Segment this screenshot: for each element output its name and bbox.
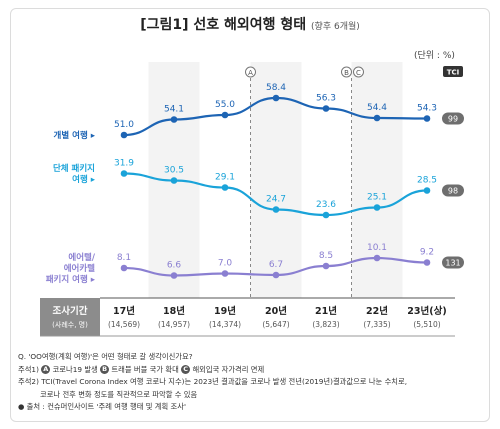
series-name-group: 여행 ▸ (72, 174, 96, 185)
note1-prefix: 주석1) (18, 364, 39, 374)
data-point-group (322, 211, 330, 219)
x-tick-label: 21년 (315, 305, 337, 317)
note1-a: 코로나19 발생 (52, 364, 98, 374)
data-label-airtel: 8.1 (117, 253, 131, 263)
data-label-individual: 58.4 (266, 83, 286, 93)
period-header: 조사기간 (53, 305, 88, 317)
marker-c-icon: C (181, 365, 191, 374)
tci-value-group: 98 (448, 187, 458, 196)
data-label-group: 24.7 (266, 195, 286, 205)
data-point-group (221, 184, 229, 191)
chart-title: [그림1] 선호 해외여행 형태 (향후 6개월) (0, 14, 500, 34)
data-point-group (272, 206, 280, 213)
data-label-group: 31.9 (114, 159, 134, 169)
x-tick-label: 19년 (214, 305, 236, 317)
source-note: ● 출처 : 컨슈머인사이트 '주례 여행 행태 및 계획 조사' (18, 402, 186, 411)
note2-cont: 코로나 전후 변화 정도를 직관적으로 파악할 수 있음 (40, 389, 198, 399)
event-marker-c (353, 66, 364, 78)
question-note: Q. 'OO여행(계획 여행)'은 어떤 형태로 갈 생각이신가요? (18, 352, 193, 361)
data-point-airtel (272, 271, 280, 279)
data-point-group (423, 187, 431, 194)
data-label-group: 28.5 (417, 176, 437, 186)
sample-size-label: (14,374) (209, 320, 241, 329)
data-label-group: 29.1 (215, 173, 235, 183)
marker-a-icon: A (41, 365, 51, 374)
data-label-airtel: 10.1 (367, 243, 387, 253)
tci-header-badge (443, 66, 463, 77)
title-subtext: (향후 6개월) (311, 22, 360, 32)
tci-value-individual: 99 (448, 115, 458, 124)
data-label-airtel: 6.6 (167, 261, 182, 271)
data-point-group (170, 177, 178, 184)
data-label-group: 25.1 (367, 193, 387, 203)
sample-size-label: (14,957) (158, 320, 190, 329)
event-marker-label: A (248, 69, 253, 77)
note1-b: 트래블 버블 국가 확대 (111, 364, 179, 374)
sample-size-label: (5,647) (262, 320, 289, 329)
tci-badge-individual (442, 112, 464, 125)
data-point-individual (221, 111, 229, 119)
data-label-individual: 54.4 (367, 103, 387, 113)
event-marker-a (245, 66, 256, 78)
note1-c: 해외입국 자가격리 면제 (192, 364, 265, 374)
sample-size-label: (14,569) (108, 320, 140, 329)
tci-badge-group (442, 184, 464, 197)
data-point-airtel (373, 254, 381, 262)
sample-size-label: (5,510) (413, 320, 440, 329)
data-point-individual (272, 94, 280, 102)
data-label-individual: 54.1 (164, 105, 184, 115)
x-tick-label: 22년 (366, 305, 388, 317)
period-header-cell (40, 298, 100, 336)
unit-label: (단위 : %) (414, 51, 455, 61)
sample-size-label: (3,823) (312, 320, 339, 329)
data-label-group: 30.5 (164, 166, 184, 176)
data-point-individual (120, 131, 128, 139)
data-point-group (120, 170, 128, 177)
event-marker-label: C (356, 69, 361, 77)
data-label-airtel: 8.5 (319, 251, 333, 261)
series-name-airtel: 패키지 여행 ▸ (46, 274, 96, 285)
series-name-airtel: 에어카텔 (64, 263, 95, 274)
marker-b-icon: B (100, 365, 110, 374)
title-text: [그림1] 선호 해외여행 형태 (140, 17, 307, 33)
data-point-individual (322, 105, 330, 112)
data-point-individual (170, 116, 178, 123)
data-point-group (373, 204, 381, 211)
event-marker-label: B (344, 69, 349, 77)
data-label-airtel: 9.2 (420, 248, 434, 258)
x-tick-label: 23년(상) (407, 305, 446, 317)
data-point-airtel (170, 272, 178, 279)
data-point-airtel (120, 264, 128, 272)
data-label-airtel: 6.7 (269, 260, 283, 270)
data-point-airtel (423, 259, 431, 266)
data-label-airtel: 7.0 (218, 259, 233, 269)
x-tick-label: 18년 (163, 305, 185, 317)
x-tick-label: 20년 (265, 305, 287, 317)
data-label-individual: 56.3 (316, 94, 336, 104)
series-name-airtel: 에어텔/ (68, 252, 95, 263)
data-label-group: 23.6 (316, 200, 336, 210)
tci-value-airtel: 131 (445, 259, 460, 268)
data-label-individual: 51.0 (114, 120, 134, 130)
note2: 주석2) TCI(Travel Corona Index 여행 코로나 지수)는… (18, 377, 408, 386)
column-band (351, 62, 403, 298)
data-label-individual: 55.0 (215, 100, 235, 110)
tci-badge-airtel (442, 256, 464, 269)
data-point-airtel (221, 270, 229, 277)
x-tick-label: 17년 (113, 305, 135, 317)
series-name-group: 단체 패키지 (53, 163, 95, 174)
note1: 주석1) A 코로나19 발생 B 트래블 버블 국가 확대 C 해외입국 자가… (18, 364, 488, 377)
data-point-individual (373, 114, 381, 122)
tci-header-label: TCI (447, 69, 460, 77)
sample-size-label: (7,335) (363, 320, 390, 329)
event-marker-b (341, 66, 352, 78)
data-label-individual: 54.3 (417, 104, 437, 114)
data-point-individual (423, 115, 431, 122)
footnotes: Q. 'OO여행(계획 여행)'은 어떤 형태로 갈 생각이신가요? 주석1) … (18, 351, 488, 414)
series-name-individual: 개별 여행 ▸ (54, 130, 96, 141)
period-header-sub: (사례수, 명) (52, 320, 88, 329)
data-point-airtel (322, 262, 330, 270)
